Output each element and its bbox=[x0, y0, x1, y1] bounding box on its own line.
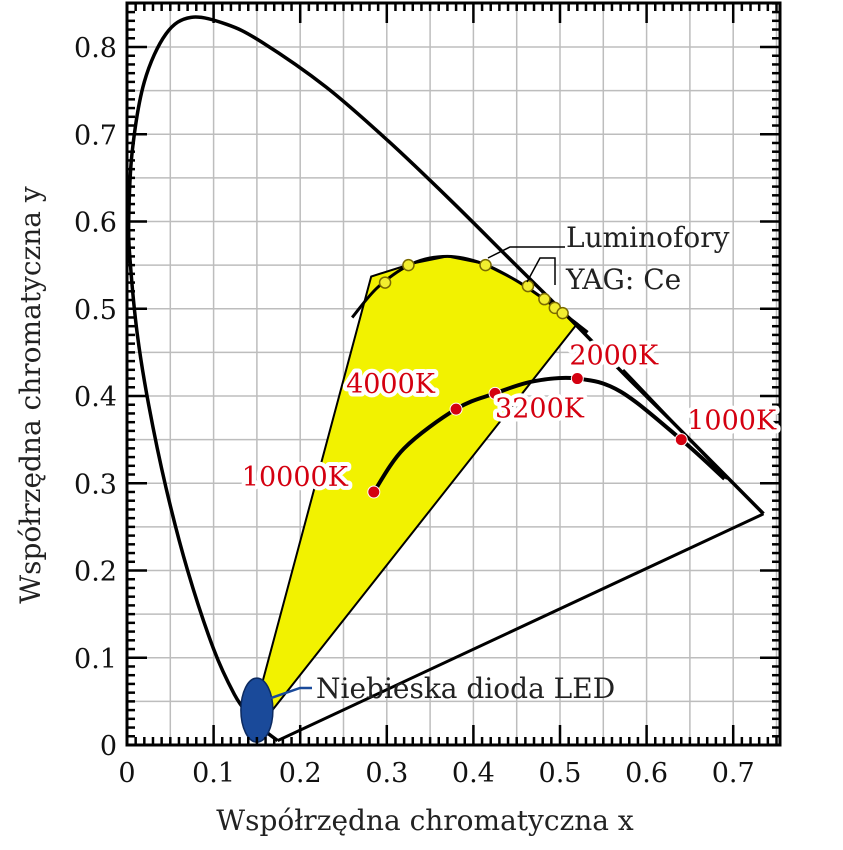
phosphor-point bbox=[556, 306, 569, 320]
led-leader bbox=[270, 686, 312, 700]
x-tick-label: 0.2 bbox=[279, 758, 322, 789]
temperature-label: 4000K bbox=[346, 369, 436, 400]
y-tick-label: 0.4 bbox=[74, 382, 117, 413]
plot-border bbox=[125, 1, 782, 747]
phosphor-point bbox=[378, 276, 392, 289]
phosphor-leader bbox=[526, 257, 556, 285]
x-tick-label: 0.4 bbox=[452, 758, 495, 789]
temperature-point bbox=[367, 485, 381, 499]
temperature-label: 10000K bbox=[242, 462, 349, 493]
phosphor-point bbox=[402, 258, 415, 272]
temperature-label: 2000K bbox=[569, 341, 659, 372]
y-tick-label: 0.1 bbox=[74, 644, 117, 675]
y-tick-label: 0.8 bbox=[74, 33, 117, 64]
x-axis-label: Współrzędna chromatyczna x bbox=[216, 804, 634, 837]
x-tick-label: 0.6 bbox=[625, 758, 668, 789]
temperature-point bbox=[674, 433, 688, 447]
phosphor-label-line1: Luminofory bbox=[566, 221, 730, 254]
auxiliary-line bbox=[622, 368, 729, 480]
temperature-point bbox=[570, 372, 584, 386]
x-tick-label: 0.1 bbox=[192, 758, 235, 789]
temperature-label: 1000K bbox=[687, 406, 777, 437]
phosphor-point bbox=[521, 279, 535, 293]
planckian-locus bbox=[372, 375, 726, 494]
y-tick-label: 0 bbox=[100, 731, 117, 762]
x-tick-label: 0.3 bbox=[365, 758, 408, 789]
led-label: Niebieska dioda LED bbox=[316, 672, 615, 705]
phosphor-point bbox=[538, 292, 551, 306]
marks-layer bbox=[240, 258, 688, 743]
plot-frame bbox=[125, 1, 782, 747]
y-tick-label: 0.2 bbox=[74, 557, 117, 588]
y-tick-label: 0.6 bbox=[74, 208, 117, 239]
phosphor-label-line2: YAG: Ce bbox=[565, 263, 681, 296]
temperature-point bbox=[449, 402, 463, 416]
y-axis-label: Współrzędna chromatyczna y bbox=[14, 186, 47, 604]
labels-layer: 0 0.1 0.2 0.3 0.4 0.5 0.6 0.7 0 0.1 0.2 0.3 0.4 0.5 0.… bbox=[74, 33, 781, 789]
x-tick-label: 0.7 bbox=[712, 758, 755, 789]
y-tick-label: 0.5 bbox=[74, 295, 117, 326]
temperature-point bbox=[488, 386, 502, 400]
temperature-label: 3200K bbox=[495, 393, 585, 424]
phosphor-leader bbox=[487, 246, 565, 259]
x-tick-label: 0.5 bbox=[539, 758, 582, 789]
blue-led-ellipse bbox=[240, 677, 274, 743]
y-tick-label: 0.7 bbox=[74, 120, 117, 151]
phosphor-point bbox=[479, 258, 492, 272]
y-tick-label: 0.3 bbox=[74, 469, 117, 500]
purple-line bbox=[277, 512, 765, 742]
x-tick-label: 0 bbox=[118, 758, 135, 789]
